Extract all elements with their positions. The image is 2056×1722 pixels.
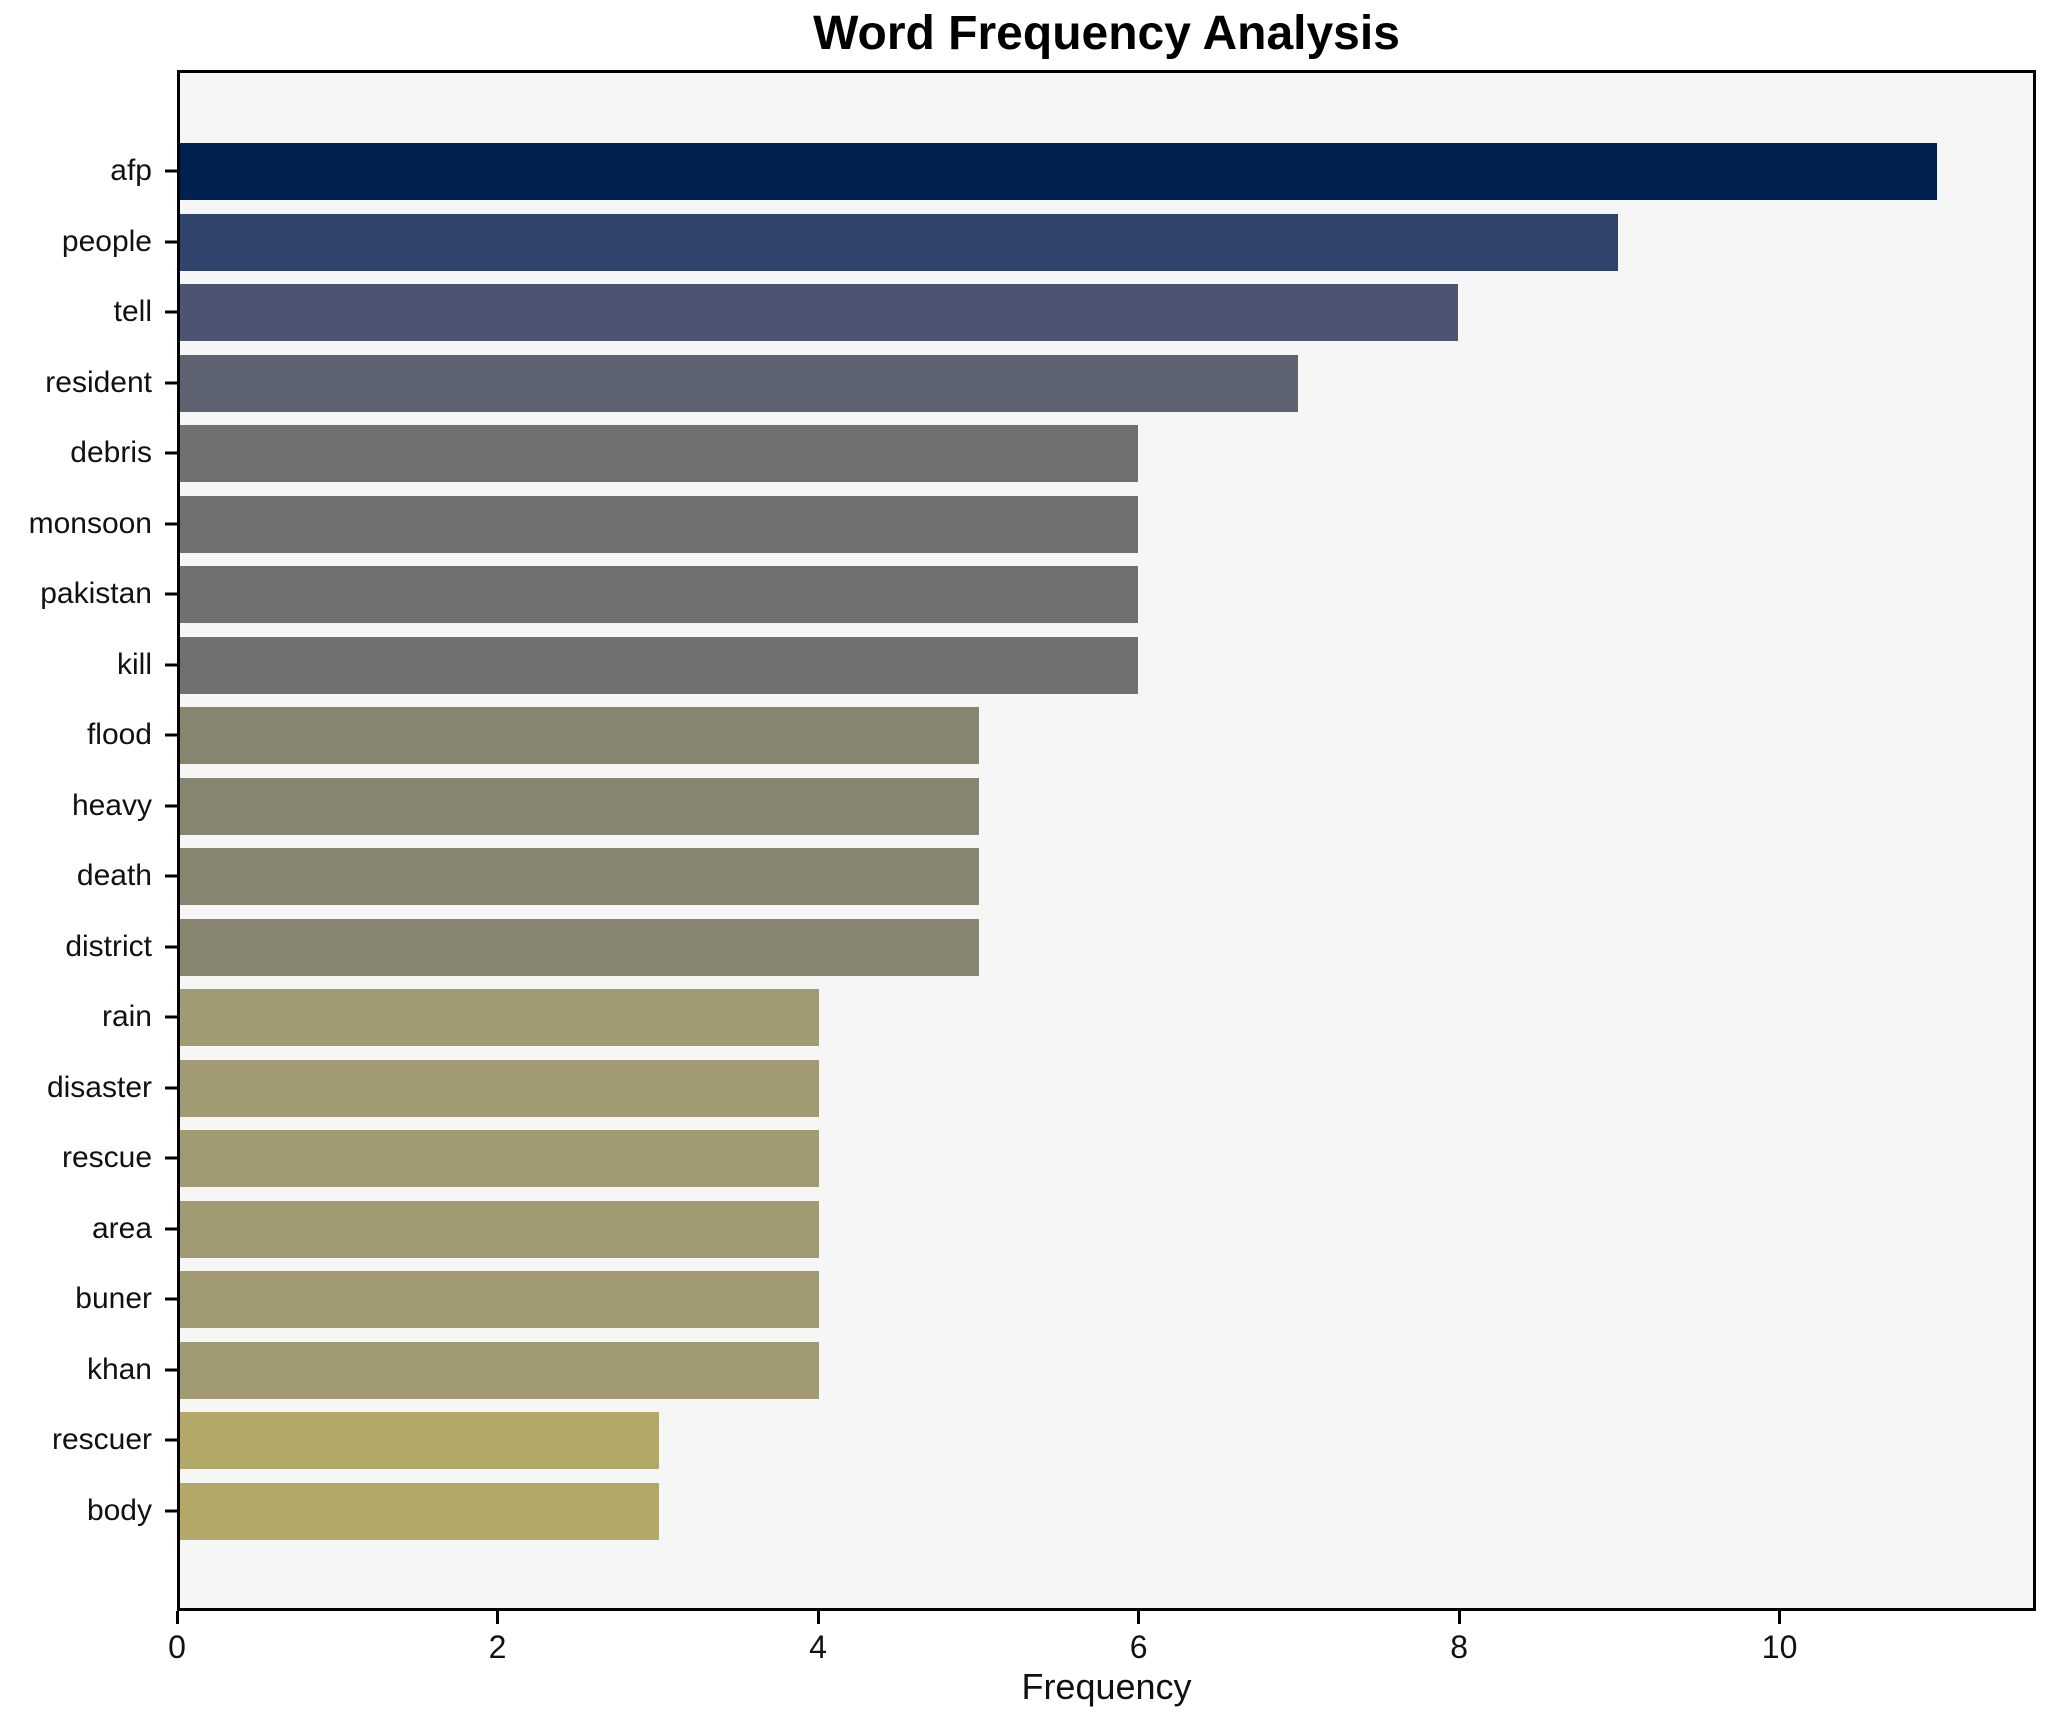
y-tick-mark: [165, 663, 177, 667]
y-tick-label: rescue: [61, 1141, 152, 1175]
bar-row: rescuer: [52, 1405, 2033, 1476]
bar-row: resident: [45, 348, 2033, 419]
bar: [180, 636, 1139, 694]
y-tick-mark: [165, 1438, 177, 1442]
y-tick-mark: [165, 945, 177, 949]
y-tick-mark: [165, 1015, 177, 1019]
bar-row: tell: [114, 277, 2033, 348]
bar: [180, 425, 1139, 482]
bar: [180, 1412, 660, 1469]
y-tick-mark: [165, 240, 177, 244]
y-tick-mark: [165, 1086, 177, 1090]
y-tick-mark: [165, 804, 177, 808]
bar: [180, 1130, 819, 1187]
bar: [180, 848, 979, 905]
bar: [180, 143, 1938, 200]
bar: [180, 989, 819, 1046]
x-tick-mark: [816, 1611, 820, 1624]
bar: [180, 566, 1139, 623]
bar-row: monsoon: [29, 489, 2033, 560]
y-tick-mark: [165, 451, 177, 455]
bar-row: afp: [110, 136, 2033, 207]
y-tick-label: flood: [86, 718, 152, 752]
x-tick-label: 2: [488, 1629, 507, 1665]
y-tick-label: area: [91, 1211, 152, 1245]
x-tick-label: 6: [1129, 1629, 1148, 1665]
bar: [180, 1341, 819, 1399]
y-tick-label: tell: [113, 295, 152, 329]
bar-row: flood: [87, 700, 2033, 771]
y-tick-mark: [165, 522, 177, 526]
bar: [180, 495, 1139, 553]
plot-area: afp people tell resident debris monsoon pakist…: [29, 70, 2036, 1611]
bar: [180, 918, 979, 976]
bar: [180, 1482, 660, 1540]
bar-row: disaster: [47, 1053, 2033, 1124]
bar-row: people: [62, 207, 2033, 278]
y-tick-label: kill: [117, 647, 152, 681]
bar: [180, 777, 979, 835]
bar-row: debris: [70, 418, 2033, 489]
y-tick-label: afp: [110, 154, 152, 188]
y-tick-label: people: [61, 224, 152, 258]
x-tick-mark: [1137, 1611, 1141, 1624]
y-tick-mark: [165, 1156, 177, 1160]
y-tick-label: rescuer: [51, 1423, 152, 1457]
y-tick-mark: [165, 1368, 177, 1372]
chart-title: Word Frequency Analysis: [813, 7, 1400, 60]
bar-row: buner: [75, 1264, 2033, 1335]
y-tick-label: pakistan: [40, 577, 152, 611]
x-tick-mark: [1457, 1611, 1461, 1624]
x-tick-mark: [1778, 1611, 1782, 1624]
y-tick-mark: [165, 592, 177, 596]
bar: [180, 707, 979, 764]
x-tick-label: 10: [1761, 1629, 1798, 1665]
y-tick-mark: [165, 733, 177, 737]
bar: [180, 284, 1458, 341]
y-tick-label: death: [76, 859, 152, 893]
x-tick-label: 0: [168, 1629, 186, 1665]
y-tick-label: heavy: [71, 788, 152, 822]
bar: [180, 1059, 819, 1117]
y-tick-label: buner: [75, 1282, 152, 1316]
y-tick-label: disaster: [46, 1070, 152, 1104]
bar: [180, 213, 1618, 271]
x-tick-label: 8: [1450, 1629, 1468, 1665]
y-tick-mark: [165, 169, 177, 173]
bar-row: area: [92, 1194, 2033, 1265]
y-tick-label: rain: [101, 1000, 152, 1034]
bar-row: death: [77, 841, 2033, 912]
y-tick-label: debris: [70, 436, 152, 470]
x-tick-mark: [496, 1611, 499, 1624]
y-tick-mark: [165, 1227, 177, 1231]
y-tick-mark: [165, 1509, 177, 1513]
y-tick-label: body: [86, 1493, 152, 1527]
x-tick-mark: [175, 1611, 179, 1624]
bars-container: afp people tell resident debris monsoon pakist…: [29, 136, 2033, 1547]
bar: [180, 354, 1299, 412]
y-tick-mark: [165, 310, 177, 314]
bar-row: body: [87, 1476, 2033, 1547]
x-axis-label: Frequency: [1021, 1666, 1192, 1707]
y-tick-label: resident: [45, 365, 152, 399]
bar-row: heavy: [72, 771, 2033, 842]
y-tick-label: monsoon: [28, 506, 152, 540]
y-tick-mark: [165, 381, 177, 385]
bar-row: rain: [102, 982, 2033, 1053]
bar-row: rescue: [62, 1123, 2033, 1194]
y-tick-mark: [165, 874, 177, 878]
bar-row: pakistan: [40, 559, 2033, 630]
bar: [180, 1271, 819, 1328]
y-tick-label: khan: [86, 1352, 152, 1386]
y-tick-mark: [165, 1297, 177, 1301]
bar-row: khan: [87, 1335, 2033, 1406]
x-tick-label: 4: [809, 1629, 827, 1665]
bar: [180, 1200, 819, 1258]
y-tick-label: district: [65, 929, 152, 963]
bar-row: district: [65, 912, 2033, 983]
bar-row: kill: [117, 630, 2033, 701]
